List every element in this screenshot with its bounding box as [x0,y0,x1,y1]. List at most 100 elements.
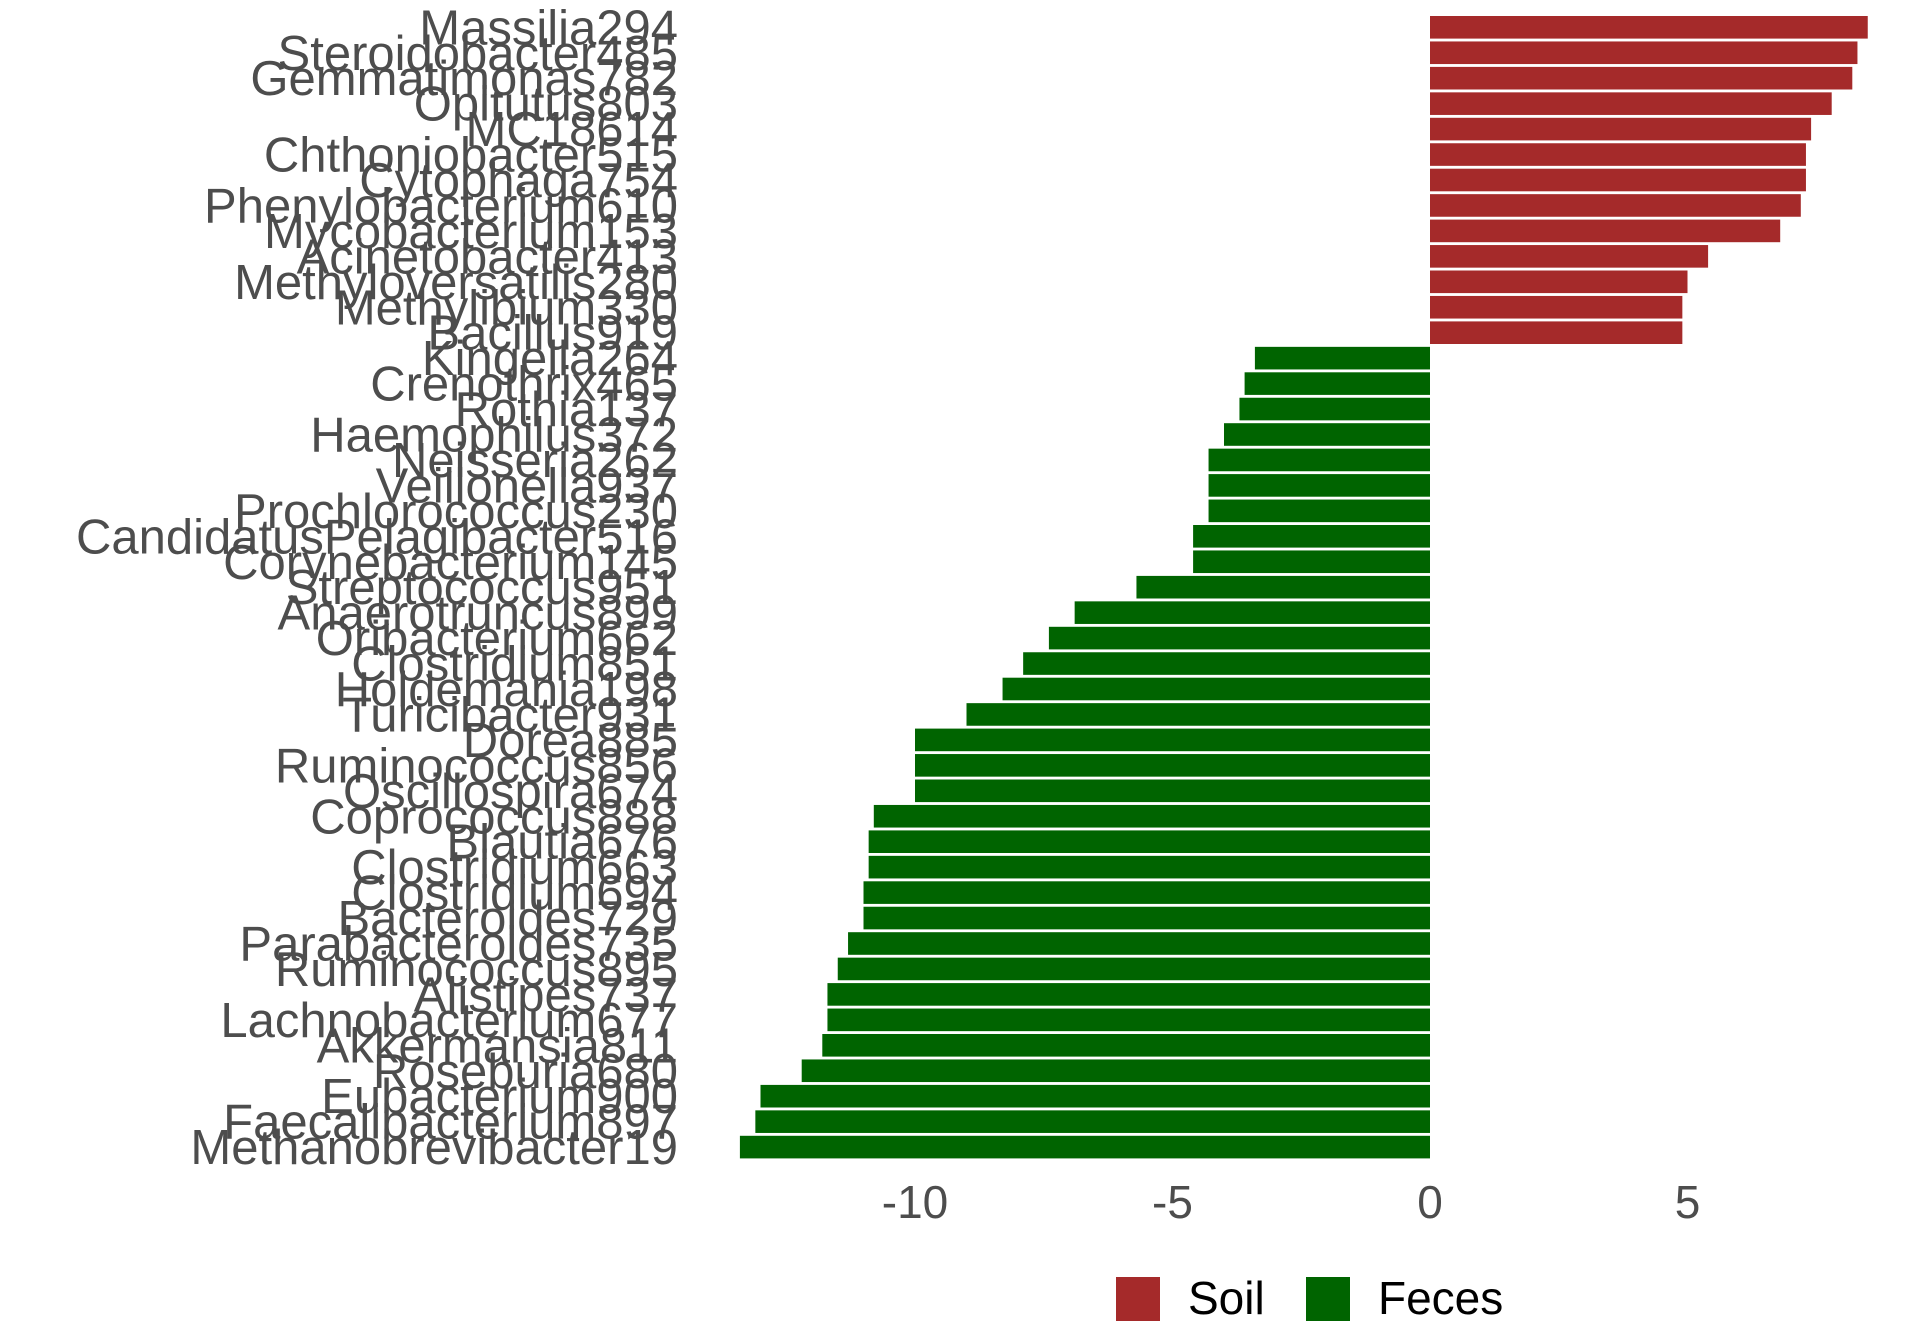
x-tick-label: 0 [1417,1176,1443,1228]
category-label-candidatuspelagibacter516: CandidatusPelagibacter516 [76,510,678,564]
bar-oscillospira674 [915,779,1430,803]
legend-swatch-soil [1116,1277,1160,1321]
bar-neisseria262 [1208,448,1430,472]
category-label-gemmatimonas782: Gemmatimonas782 [250,52,678,106]
category-label-steroidobacter485: Steroidobacter485 [278,27,678,81]
bar-clostridium851 [1023,652,1430,675]
bar-ruminococcus856 [915,754,1430,777]
bar-methyloversatilis280 [1430,270,1688,294]
legend-label-soil: Soil [1188,1272,1265,1324]
bar-crenothrix465 [1244,372,1430,395]
category-label-prochlorococcus230: Prochlorococcus230 [234,485,678,539]
category-label-methylibium330: Methylibium330 [335,281,678,335]
category-label-bacteroides729: Bacteroides729 [337,892,678,946]
x-tick-label: 5 [1675,1176,1701,1228]
category-label-roseburia680: Roseburia680 [373,1045,678,1099]
category-label-holdemania198: Holdemania198 [335,663,678,717]
category-label-faecalibacterium897: Faecalibacterium897 [223,1096,678,1150]
category-label-acinetobacter413: Acinetobacter413 [297,230,678,284]
category-label-rothia137: Rothia137 [455,383,678,437]
bar-eubacterium900 [760,1084,1430,1108]
bar-gemmatimonas782 [1430,66,1853,90]
bar-veillonella937 [1208,474,1430,497]
bar-haemophilus372 [1224,423,1430,446]
category-label-clostridium694: Clostridium694 [351,867,678,921]
category-label-ruminococcus856: Ruminococcus856 [275,739,678,793]
bar-blautia676 [868,830,1430,853]
bar-clostridium663 [868,855,1430,879]
bar-clostridium694 [863,881,1430,904]
bar-corynebacterium145 [1193,550,1430,574]
category-label-ruminococcus895: Ruminococcus895 [275,943,678,997]
category-label-massilia294: Massilia294 [419,1,678,55]
category-label-bacillus919: Bacillus919 [427,307,678,361]
legend-swatch-feces [1306,1277,1350,1321]
bar-coprococcus888 [873,804,1430,828]
bar-prochlorococcus230 [1208,499,1430,523]
category-label-crenothrix465: Crenothrix465 [370,358,678,412]
category-labels: Massilia294Steroidobacter485Gemmatimonas… [76,1,678,1175]
category-label-methyloversatilis280: Methyloversatilis280 [234,256,678,310]
category-label-anaerotruncus899: Anaerotruncus899 [278,587,678,641]
bar-massilia294 [1430,16,1868,39]
category-label-neisseria262: Neisseria262 [392,434,678,488]
bar-dorea885 [915,728,1430,752]
bar-roseburia680 [801,1059,1430,1083]
category-label-clostridium663: Clostridium663 [351,841,678,895]
category-label-dorea885: Dorea885 [463,714,678,768]
category-label-mc18614: MC18614 [466,103,678,157]
bar-anaerotruncus899 [1074,601,1430,624]
category-label-mycobacterium153: Mycobacterium153 [264,205,678,259]
category-label-streptococcus951: Streptococcus951 [286,561,678,615]
bar-bacillus919 [1430,321,1683,344]
bar-turicibacter931 [966,703,1430,726]
bar-methanobrevibacter19 [739,1135,1430,1159]
x-axis-ticks: -10 -5 0 5 [882,1176,1701,1228]
category-label-corynebacterium145: Corynebacterium145 [223,536,678,590]
bars-group [739,16,1868,1159]
category-label-haemophilus372: Haemophilus372 [310,409,678,463]
legend-label-feces: Feces [1378,1272,1503,1324]
category-label-kingella264: Kingella264 [422,332,678,386]
bar-acinetobacter413 [1430,245,1709,268]
bar-oribacterium662 [1048,626,1430,650]
bar-mc18614 [1430,117,1812,141]
category-label-veillonella937: Veillonella937 [376,459,678,513]
bar-phenylobacterium610 [1430,194,1801,217]
bar-streptococcus951 [1136,575,1430,599]
category-label-turicibacter931: Turicibacter931 [342,688,678,742]
category-label-oscillospira674: Oscillospira674 [343,765,678,819]
category-label-blautia676: Blautia676 [446,816,678,870]
bar-steroidobacter485 [1430,41,1858,65]
bar-chthoniobacter515 [1430,143,1806,166]
bar-bacteroides729 [863,906,1430,930]
category-label-coprococcus888: Coprococcus888 [310,790,678,844]
category-label-clostridium851: Clostridium851 [351,638,678,692]
x-tick-label: -5 [1152,1176,1193,1228]
bar-mycobacterium153 [1430,219,1781,243]
category-label-chthoniobacter515: Chthoniobacter515 [264,129,678,183]
category-label-alistipes737: Alistipes737 [414,968,678,1022]
category-label-oribacterium662: Oribacterium662 [316,612,678,666]
bar-lachnobacterium677 [827,1008,1430,1032]
category-label-parabacteroides735: Parabacteroides735 [239,918,678,972]
category-label-phenylobacterium610: Phenylobacterium610 [204,179,678,233]
category-label-lachnobacterium677: Lachnobacterium677 [220,994,678,1048]
category-label-eubacterium900: Eubacterium900 [321,1070,678,1124]
legend: Soil Feces [1116,1272,1503,1324]
category-label-cytophaga754: Cytophaga754 [359,154,678,208]
bar-faecalibacterium897 [755,1110,1430,1133]
category-label-akkermansia811: Akkermansia811 [317,1019,678,1073]
category-label-opitutus803: Opitutus803 [414,78,678,132]
bar-methylibium330 [1430,295,1683,319]
bar-rothia137 [1239,397,1430,421]
bar-parabacteroides735 [848,932,1430,955]
bar-cytophaga754 [1430,168,1806,192]
category-label-methanobrevibacter19: Methanobrevibacter19 [190,1121,678,1175]
bar-ruminococcus895 [837,957,1430,981]
bar-kingella264 [1254,346,1430,370]
bar-akkermansia811 [822,1034,1430,1057]
bar-candidatuspelagibacter516 [1193,525,1430,548]
bar-alistipes737 [827,983,1430,1006]
